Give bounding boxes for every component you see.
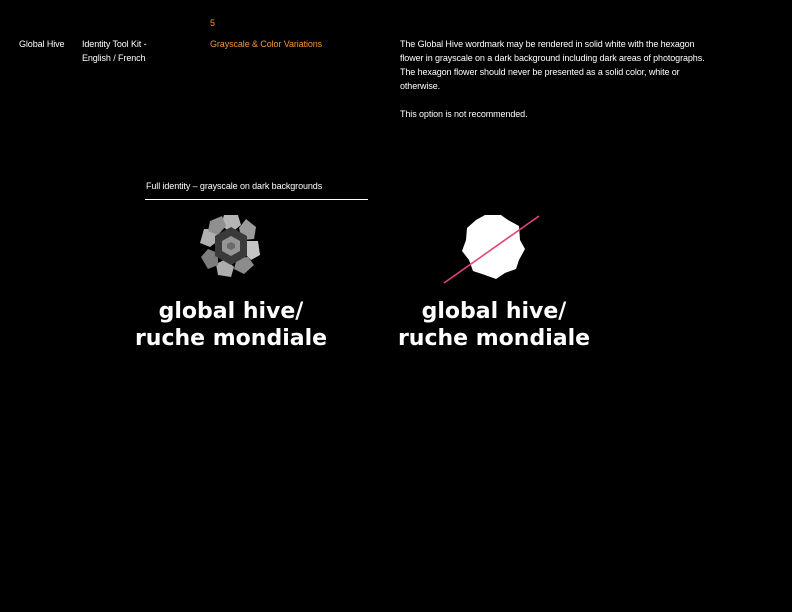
example-caption: Full identity – grayscale on dark backgr… — [146, 181, 323, 191]
wordmark-grayscale: global hive/ ruche mondiale — [116, 298, 346, 352]
page-number: 5 — [210, 18, 215, 28]
wordmark-line1: global hive/ — [158, 299, 304, 324]
wordmark-line1: global hive/ — [421, 299, 567, 324]
hexagon-flower-grayscale-icon — [200, 215, 260, 277]
description: The Global Hive wordmark may be rendered… — [400, 37, 710, 121]
prohibited-slash-icon — [443, 215, 540, 284]
wordmark-white: global hive/ ruche mondiale — [379, 298, 609, 352]
flower-center-dot — [227, 242, 235, 250]
wordmark-line2: ruche mondiale — [134, 326, 328, 351]
description-paragraph: The Global Hive wordmark may be rendered… — [400, 39, 705, 91]
kit-title-line1: Identity Tool Kit - — [82, 39, 147, 49]
recommendation-note: This option is not recommended. — [400, 109, 528, 119]
brand-name: Global Hive — [19, 39, 65, 49]
flower-petals — [200, 215, 260, 277]
hexagon-flower-white-icon — [462, 215, 525, 279]
section-title: Grayscale & Color Variations — [210, 39, 323, 49]
wordmark-line2: ruche mondiale — [397, 326, 591, 351]
kit-title: Identity Tool Kit - English / French — [82, 37, 147, 65]
kit-title-line2: English / French — [82, 53, 146, 63]
caption-rule — [145, 199, 368, 200]
